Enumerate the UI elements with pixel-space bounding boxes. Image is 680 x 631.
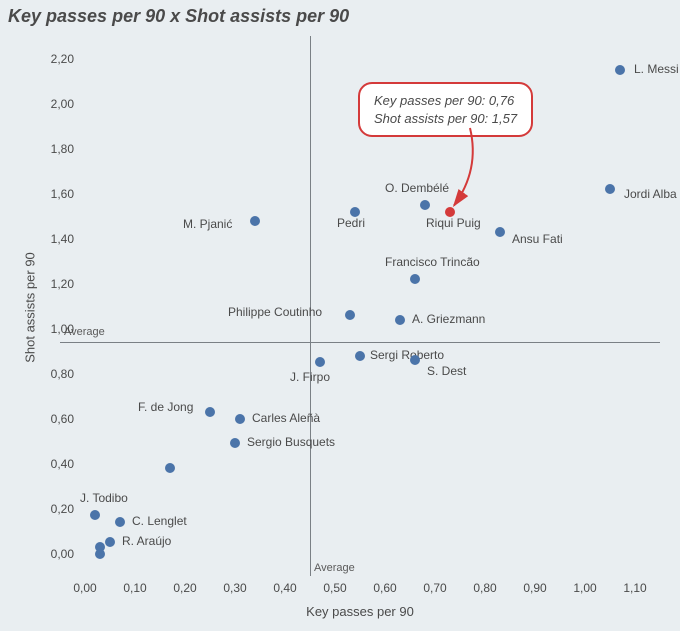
scatter-point bbox=[410, 274, 420, 284]
point-label: R. Araújo bbox=[122, 534, 171, 548]
scatter-point bbox=[230, 438, 240, 448]
x-tick: 0,50 bbox=[323, 581, 346, 595]
scatter-point bbox=[345, 310, 355, 320]
y-tick: 0,40 bbox=[34, 457, 74, 471]
point-label: Francisco Trincão bbox=[385, 255, 480, 269]
point-label: Riqui Puig bbox=[426, 216, 481, 230]
y-axis-label: Shot assists per 90 bbox=[23, 228, 38, 388]
tooltip-callout: Key passes per 90: 0,76 Shot assists per… bbox=[358, 82, 533, 137]
point-label: Ansu Fati bbox=[512, 232, 563, 246]
scatter-point bbox=[165, 463, 175, 473]
scatter-point bbox=[495, 227, 505, 237]
point-label: J. Todibo bbox=[80, 491, 128, 505]
scatter-point bbox=[95, 549, 105, 559]
y-tick: 2,00 bbox=[34, 97, 74, 111]
scatter-point bbox=[90, 510, 100, 520]
point-label: J. Firpo bbox=[290, 370, 330, 384]
scatter-point bbox=[105, 537, 115, 547]
scatter-point bbox=[235, 414, 245, 424]
y-tick: 1,80 bbox=[34, 142, 74, 156]
y-tick: 0,60 bbox=[34, 412, 74, 426]
y-tick: 1,00 bbox=[34, 322, 74, 336]
point-label: S. Dest bbox=[427, 364, 466, 378]
scatter-chart: Key passes per 90 x Shot assists per 90 … bbox=[0, 0, 680, 631]
scatter-point bbox=[250, 216, 260, 226]
y-tick: 1,60 bbox=[34, 187, 74, 201]
y-tick: 0,00 bbox=[34, 547, 74, 561]
scatter-point bbox=[615, 65, 625, 75]
point-label: Pedri bbox=[337, 216, 365, 230]
x-tick: 0,00 bbox=[73, 581, 96, 595]
point-label: Carles Aleñà bbox=[252, 411, 320, 425]
scatter-point bbox=[205, 407, 215, 417]
scatter-point bbox=[410, 355, 420, 365]
point-label: O. Dembélé bbox=[385, 181, 449, 195]
y-tick: 1,40 bbox=[34, 232, 74, 246]
x-tick: 0,30 bbox=[223, 581, 246, 595]
avg-line-horizontal bbox=[60, 342, 660, 343]
point-label: Jordi Alba bbox=[624, 187, 677, 201]
chart-title: Key passes per 90 x Shot assists per 90 bbox=[8, 6, 349, 27]
point-label: Sergi Roberto bbox=[370, 348, 444, 362]
point-label: L. Messi bbox=[634, 62, 679, 76]
x-tick: 0,80 bbox=[473, 581, 496, 595]
avg-label-vertical: Average bbox=[314, 562, 355, 574]
y-tick: 0,20 bbox=[34, 502, 74, 516]
x-tick: 1,10 bbox=[623, 581, 646, 595]
x-tick: 0,10 bbox=[123, 581, 146, 595]
x-tick: 0,20 bbox=[173, 581, 196, 595]
scatter-point bbox=[395, 315, 405, 325]
point-label: Sergio Busquets bbox=[247, 435, 335, 449]
scatter-point bbox=[420, 200, 430, 210]
scatter-point bbox=[605, 184, 615, 194]
y-tick: 0,80 bbox=[34, 367, 74, 381]
scatter-point bbox=[355, 351, 365, 361]
x-tick: 1,00 bbox=[573, 581, 596, 595]
scatter-point bbox=[115, 517, 125, 527]
x-tick: 0,40 bbox=[273, 581, 296, 595]
x-axis-label: Key passes per 90 bbox=[60, 604, 660, 619]
point-label: F. de Jong bbox=[138, 400, 193, 414]
point-label: M. Pjanić bbox=[183, 217, 232, 231]
callout-line1: Key passes per 90: 0,76 bbox=[374, 92, 517, 110]
x-tick: 0,60 bbox=[373, 581, 396, 595]
scatter-point bbox=[315, 357, 325, 367]
x-tick: 0,70 bbox=[423, 581, 446, 595]
x-tick: 0,90 bbox=[523, 581, 546, 595]
point-label: A. Griezmann bbox=[412, 312, 485, 326]
callout-line2: Shot assists per 90: 1,57 bbox=[374, 110, 517, 128]
y-tick: 2,20 bbox=[34, 52, 74, 66]
point-label: Philippe Coutinho bbox=[228, 305, 322, 319]
y-tick: 1,20 bbox=[34, 277, 74, 291]
point-label: C. Lenglet bbox=[132, 514, 187, 528]
